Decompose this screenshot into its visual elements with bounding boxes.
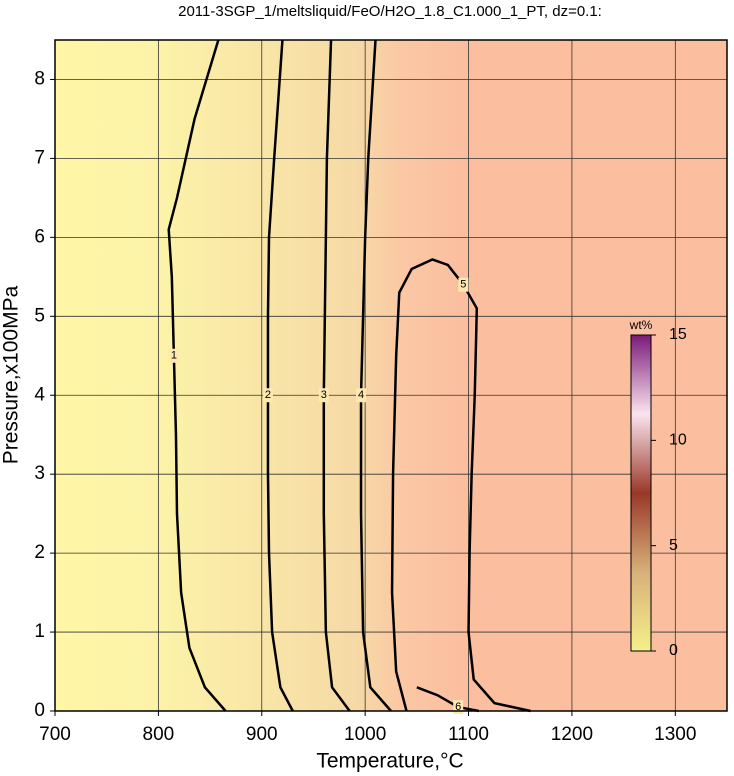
- y-tick-label: 0: [34, 700, 45, 721]
- colorbar-tick-label: 5: [669, 537, 678, 554]
- contour-label-bg: [453, 700, 464, 715]
- colorbar-label: wt%: [629, 318, 653, 332]
- plot-background: [55, 40, 727, 711]
- colorbar-tick-label: 10: [669, 432, 687, 449]
- x-tick-label: 1100: [448, 724, 489, 745]
- x-tick-label: 700: [39, 724, 71, 745]
- contour-label-bg: [318, 388, 329, 403]
- contour-label: 3: [321, 389, 327, 401]
- contour-label: 6: [455, 701, 461, 713]
- y-tick-label: 3: [34, 463, 45, 484]
- contour-line: [167, 39, 227, 712]
- chart-title: 2011-3SGP_1/meltsliquid/FeO/H2O_1.8_C1.0…: [178, 3, 602, 20]
- contour-line: [390, 258, 531, 713]
- contour-label-bg: [168, 348, 179, 363]
- contour-label-bg: [262, 388, 273, 403]
- y-tick-label: 4: [34, 384, 45, 405]
- colorbar-tick-label: 0: [669, 642, 678, 659]
- contour-label-bg: [356, 388, 367, 403]
- contour-label-bg: [458, 277, 469, 292]
- colorbar-tick-label: 15: [669, 326, 687, 343]
- contour-label: 4: [358, 389, 364, 401]
- contour-line: [266, 39, 294, 712]
- x-axis-label: Temperature,°C: [316, 750, 463, 773]
- y-tick-label: 1: [34, 621, 45, 642]
- y-tick-label: 5: [34, 305, 45, 326]
- colorbar: [630, 334, 652, 652]
- y-tick-label: 7: [34, 147, 45, 168]
- contour-line: [416, 686, 480, 713]
- contour-label: 1: [171, 350, 177, 362]
- x-tick-label: 900: [246, 724, 278, 745]
- x-tick-label: 1300: [654, 724, 696, 745]
- y-tick-label: 6: [34, 226, 45, 247]
- contour-label: 5: [460, 279, 466, 291]
- x-tick-label: 800: [143, 724, 175, 745]
- x-tick-label: 1000: [344, 724, 386, 745]
- y-tick-label: 2: [34, 542, 45, 563]
- y-axis-label: Pressure,x100MPa: [0, 285, 23, 464]
- contour-label: 2: [265, 389, 271, 401]
- plot-frame: [54, 39, 728, 712]
- y-tick-label: 8: [34, 68, 45, 89]
- x-tick-label: 1200: [551, 724, 593, 745]
